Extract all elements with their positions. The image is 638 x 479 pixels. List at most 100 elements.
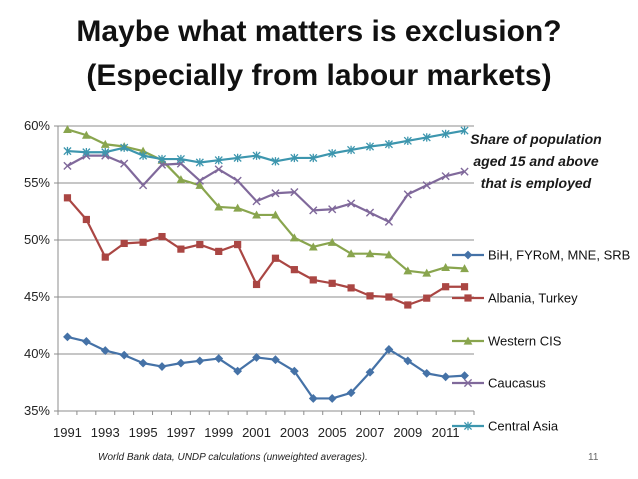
- data-point: [365, 249, 375, 258]
- series-line: [67, 128, 465, 275]
- data-point: [233, 203, 243, 212]
- data-point: [271, 254, 280, 262]
- data-point: [463, 250, 473, 260]
- data-point: [271, 355, 280, 365]
- data-point: [328, 149, 337, 158]
- data-point: [365, 142, 375, 151]
- data-point: [195, 176, 204, 185]
- data-point: [139, 151, 148, 160]
- data-point: [63, 161, 72, 170]
- x-tick-label: 1999: [204, 425, 233, 440]
- legend-item: BiH, FYRoM, MNE, SRB: [452, 248, 630, 263]
- data-point: [158, 232, 166, 241]
- data-point: [233, 153, 242, 163]
- data-point: [120, 143, 129, 152]
- data-point: [441, 262, 451, 271]
- legend: BiH, FYRoM, MNE, SRB Albania, Turkey Weste…: [452, 248, 630, 434]
- x-tick-label: 2001: [242, 425, 271, 440]
- y-tick-label: 40%: [24, 346, 50, 361]
- data-point: [346, 388, 356, 398]
- data-point: [271, 157, 280, 166]
- data-point: [346, 199, 356, 208]
- data-point: [100, 346, 110, 355]
- slide-title-line2: (Especially from labour markets): [86, 59, 552, 92]
- y-tick-label: 50%: [24, 232, 50, 247]
- data-point: [215, 247, 223, 255]
- data-point: [252, 280, 261, 289]
- data-point: [384, 250, 394, 259]
- legend-item: Caucasus: [452, 376, 546, 391]
- data-point: [63, 332, 72, 342]
- data-point: [365, 367, 375, 377]
- data-point: [441, 372, 451, 382]
- data-point: [441, 129, 450, 139]
- data-point: [81, 130, 91, 139]
- data-point: [460, 264, 469, 273]
- legend-item: Central Asia: [452, 419, 559, 434]
- data-point: [309, 153, 318, 163]
- data-point: [82, 148, 91, 157]
- source-footnote: World Bank data, UNDP calculations (unwe…: [98, 452, 368, 463]
- data-point: [176, 154, 185, 164]
- data-point: [290, 153, 299, 163]
- data-point: [233, 176, 242, 185]
- x-tick-label: 1993: [91, 425, 120, 440]
- data-point: [385, 293, 393, 301]
- data-point: [195, 158, 204, 167]
- data-point: [195, 180, 205, 189]
- annotation-line: aged 15 and above: [473, 153, 598, 169]
- x-tick-label: 2009: [393, 425, 422, 440]
- data-point: [176, 358, 186, 368]
- data-point: [214, 354, 224, 363]
- data-point: [271, 210, 280, 219]
- data-point: [460, 371, 469, 381]
- data-point: [138, 181, 148, 190]
- data-point: [252, 151, 261, 160]
- series-bih-fyrom-mne-srb: [63, 332, 469, 403]
- data-point: [403, 356, 413, 366]
- data-point: [252, 197, 261, 206]
- data-point: [196, 240, 204, 249]
- data-point: [234, 240, 242, 249]
- series-western-cis: [63, 125, 469, 277]
- annotation-line: that is employed: [481, 175, 592, 191]
- data-point: [463, 378, 473, 388]
- y-tick-label: 45%: [24, 289, 50, 304]
- data-point: [308, 242, 318, 251]
- data-point: [384, 217, 394, 226]
- data-point: [347, 284, 355, 292]
- y-tick-label: 35%: [24, 403, 50, 418]
- data-point: [177, 245, 185, 253]
- legend-item: Western CIS: [452, 334, 562, 349]
- series-layer: [63, 125, 469, 403]
- data-point: [384, 345, 394, 354]
- data-point: [195, 356, 205, 366]
- data-point: [252, 210, 261, 219]
- data-point: [327, 394, 337, 403]
- data-point: [422, 133, 431, 142]
- series-line: [66, 154, 465, 223]
- data-point: [346, 249, 356, 258]
- data-point: [214, 202, 224, 211]
- data-point: [403, 266, 413, 275]
- data-point: [328, 279, 336, 287]
- data-point: [214, 156, 223, 165]
- x-tick-label: 1995: [129, 425, 158, 440]
- data-point: [460, 126, 469, 135]
- data-point: [252, 353, 261, 362]
- data-point: [308, 394, 318, 403]
- data-point: [290, 266, 298, 274]
- data-point: [157, 154, 167, 164]
- data-point: [327, 237, 337, 246]
- data-point: [101, 148, 110, 157]
- data-point: [422, 368, 432, 378]
- data-point: [347, 145, 356, 155]
- data-point: [289, 233, 299, 242]
- series-caucasus: [63, 151, 469, 226]
- series-line: [67, 335, 465, 400]
- data-point: [309, 276, 317, 284]
- data-point: [441, 172, 450, 181]
- data-point: [464, 294, 472, 302]
- series-albania-turkey: [63, 194, 469, 309]
- data-point: [463, 336, 473, 345]
